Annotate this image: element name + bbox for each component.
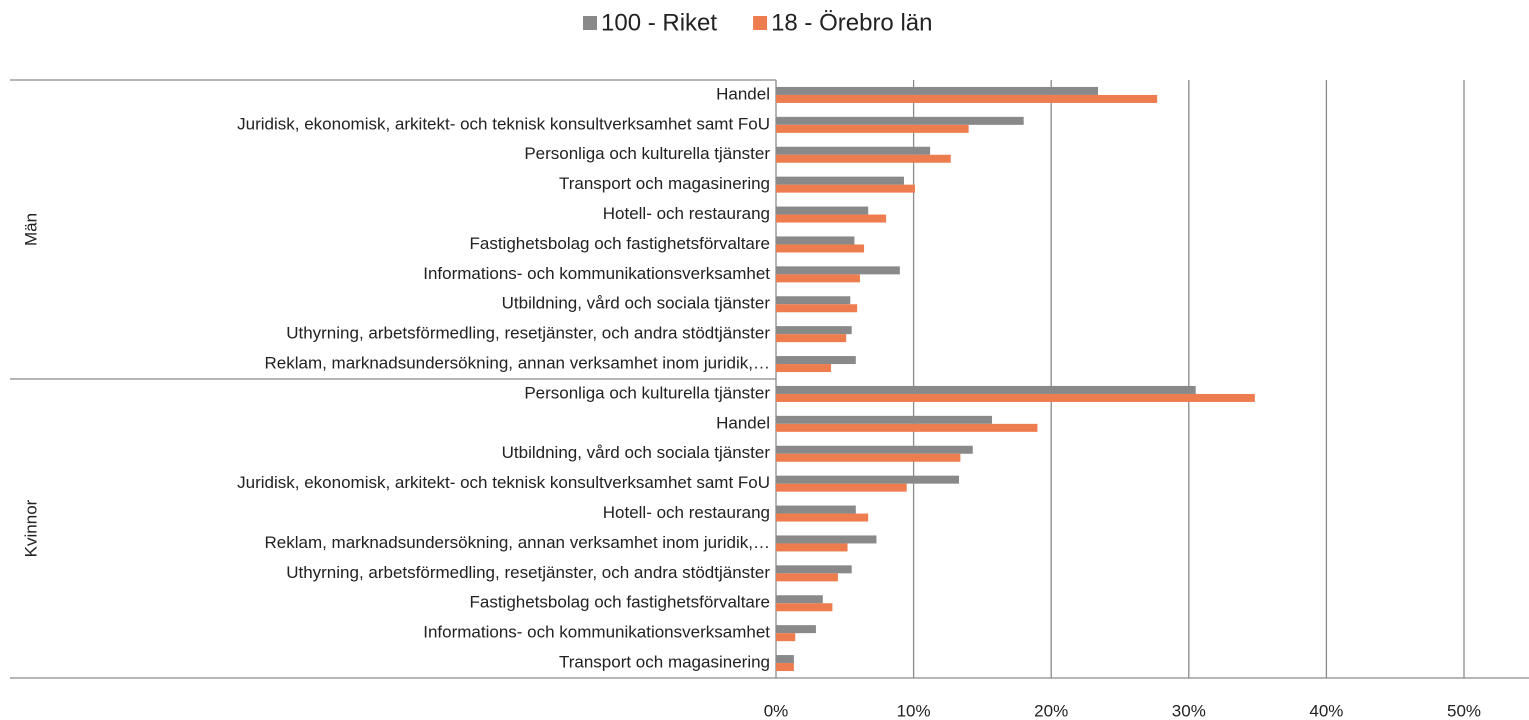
y-tick-label: Reklam, marknadsundersökning, annan verk…	[264, 354, 770, 373]
bar	[776, 565, 852, 574]
bar	[776, 573, 838, 582]
y-tick-label: Uthyrning, arbetsförmedling, resetjänste…	[286, 324, 770, 343]
bar	[776, 266, 900, 275]
bar	[776, 86, 1098, 95]
bar	[776, 595, 823, 604]
y-tick-label: Fastighetsbolag och fastighetsförvaltare	[469, 234, 770, 253]
y-tick-label: Transport och magasinering	[559, 174, 770, 193]
y-tick-label: Uthyrning, arbetsförmedling, resetjänste…	[286, 563, 770, 582]
group-label: Kvinnor	[21, 499, 40, 557]
bar	[776, 206, 869, 215]
y-tick-label: Informations- och kommunikationsverksamh…	[423, 264, 770, 283]
y-tick-label: Handel	[716, 84, 770, 103]
bar	[776, 483, 907, 492]
x-tick-label: 50%	[1447, 701, 1481, 720]
y-tick-label: Handel	[716, 413, 770, 432]
bar	[776, 304, 858, 313]
bar	[776, 214, 887, 223]
bar	[776, 513, 869, 522]
y-tick-label: Utbildning, vård och sociala tjänster	[502, 443, 771, 462]
bar	[776, 445, 973, 454]
y-tick-label: Informations- och kommunikationsverksamh…	[423, 623, 770, 642]
x-tick-label: 30%	[1172, 701, 1206, 720]
legend-swatch	[583, 16, 597, 30]
bar	[776, 633, 796, 642]
y-tick-label: Fastighetsbolag och fastighetsförvaltare	[469, 593, 770, 612]
y-tick-label: Reklam, marknadsundersökning, annan verk…	[264, 533, 770, 552]
y-tick-label: Personliga och kulturella tjänster	[524, 383, 770, 402]
y-tick-label: Hotell- och restaurang	[603, 503, 770, 522]
x-tick-label: 40%	[1309, 701, 1343, 720]
legend-label: 100 - Riket	[601, 9, 717, 36]
bar	[776, 236, 855, 245]
bar	[776, 176, 904, 185]
bar	[776, 505, 856, 514]
bar	[776, 393, 1255, 402]
bar	[776, 423, 1038, 432]
legend-label: 18 - Örebro län	[771, 9, 932, 36]
bar	[776, 543, 848, 552]
y-tick-label: Juridisk, ekonomisk, arkitekt- och tekni…	[237, 473, 770, 492]
bar	[776, 364, 832, 373]
bar	[776, 334, 847, 343]
group-label: Män	[21, 213, 40, 246]
bar	[776, 146, 931, 155]
bar	[776, 385, 1196, 394]
bar	[776, 296, 851, 305]
y-tick-label: Utbildning, vård och sociala tjänster	[502, 294, 771, 313]
legend-swatch	[753, 16, 768, 30]
bar	[776, 625, 816, 634]
bar	[776, 94, 1158, 103]
y-tick-label: Juridisk, ekonomisk, arkitekt- och tekni…	[237, 114, 770, 133]
bar	[776, 655, 794, 664]
bar	[776, 356, 856, 365]
bar	[776, 415, 993, 424]
bar	[776, 326, 852, 335]
y-tick-label: Personliga och kulturella tjänster	[524, 144, 770, 163]
bar	[776, 475, 960, 484]
bar	[776, 603, 833, 612]
x-tick-label: 10%	[897, 701, 931, 720]
y-tick-label: Transport och magasinering	[559, 653, 770, 672]
bar	[776, 116, 1024, 125]
bar	[776, 453, 961, 462]
bar	[776, 274, 860, 283]
bar	[776, 244, 865, 253]
bar	[776, 535, 877, 544]
bar	[776, 184, 915, 193]
bar	[776, 124, 969, 133]
bar	[776, 663, 794, 672]
bar	[776, 154, 951, 163]
x-tick-label: 0%	[764, 701, 789, 720]
y-tick-label: Hotell- och restaurang	[603, 204, 770, 223]
x-tick-label: 20%	[1034, 701, 1068, 720]
